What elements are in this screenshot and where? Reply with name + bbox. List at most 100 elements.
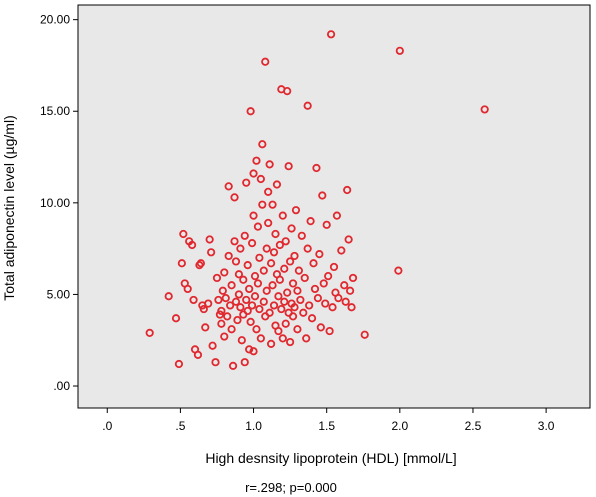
data-point	[288, 279, 298, 288]
data-point	[227, 325, 236, 334]
data-point	[290, 251, 299, 261]
data-point	[395, 46, 404, 55]
x-tick-label: 1.0	[245, 419, 262, 433]
data-point	[312, 163, 321, 173]
data-point	[341, 297, 350, 306]
data-point	[243, 261, 252, 270]
data-point	[328, 303, 337, 312]
data-point	[227, 281, 236, 290]
data-point	[303, 101, 312, 110]
data-point	[324, 272, 333, 281]
data-point	[299, 308, 308, 317]
data-point	[207, 248, 216, 257]
data-point	[246, 317, 255, 327]
data-point	[240, 231, 249, 240]
data-point	[262, 244, 271, 253]
data-point	[234, 290, 244, 299]
y-tick-label: 20.00	[40, 13, 70, 27]
data-point	[174, 359, 184, 369]
data-point	[245, 345, 254, 354]
data-point	[480, 105, 489, 114]
data-point	[286, 337, 295, 347]
data-point	[256, 174, 265, 184]
data-point	[266, 339, 276, 348]
data-point	[281, 319, 290, 328]
data-point	[249, 169, 258, 178]
data-point	[277, 304, 286, 314]
data-point	[302, 334, 311, 343]
data-point	[242, 178, 251, 187]
data-point	[284, 162, 293, 171]
data-point	[303, 244, 312, 253]
data-point	[293, 286, 302, 295]
data-point	[262, 286, 271, 295]
data-point	[259, 266, 268, 275]
data-point	[264, 187, 273, 196]
data-point	[252, 325, 261, 334]
data-point	[189, 295, 198, 305]
data-point	[220, 332, 229, 341]
data-point	[394, 266, 403, 275]
data-point	[315, 250, 324, 259]
data-point	[274, 292, 283, 301]
x-tick-label: 1.5	[318, 419, 335, 433]
data-point	[264, 218, 273, 228]
data-point	[231, 257, 241, 266]
data-point	[201, 323, 210, 332]
data-point	[268, 200, 277, 209]
data-point	[348, 273, 358, 283]
data-point	[212, 273, 222, 283]
data-point	[250, 272, 260, 281]
data-point	[258, 140, 267, 149]
data-point	[360, 330, 369, 339]
data-point	[321, 299, 330, 308]
data-point	[177, 259, 186, 268]
data-point	[347, 303, 356, 312]
data-point	[288, 312, 298, 321]
data-point	[261, 57, 270, 66]
data-point	[287, 224, 296, 233]
data-point	[281, 237, 290, 246]
data-point	[231, 297, 241, 306]
data-point	[208, 341, 217, 350]
data-point	[269, 248, 279, 257]
data-point	[171, 314, 181, 323]
data-point	[214, 295, 223, 305]
data-point	[268, 281, 277, 290]
data-point	[224, 182, 233, 191]
data-point	[221, 293, 230, 303]
data-point	[145, 328, 154, 337]
data-point	[242, 295, 251, 305]
data-point	[179, 229, 188, 239]
data-point	[306, 217, 315, 226]
data-point	[246, 107, 255, 116]
x-tick-label: 2.0	[391, 419, 408, 433]
data-point	[275, 240, 284, 250]
data-point	[234, 270, 244, 279]
data-point	[188, 240, 197, 250]
data-point	[291, 206, 301, 215]
data-point	[223, 312, 232, 321]
data-point	[278, 334, 287, 343]
data-point	[310, 284, 320, 294]
data-point	[322, 220, 331, 229]
data-point	[337, 246, 346, 255]
data-point	[300, 273, 309, 283]
data-point	[258, 200, 267, 209]
data-point	[265, 308, 274, 317]
y-tick-label: 10.00	[40, 196, 70, 210]
x-tick-label: .5	[175, 419, 185, 433]
data-point	[253, 279, 263, 288]
data-point	[228, 361, 238, 370]
data-point	[205, 235, 214, 244]
data-point	[230, 193, 239, 202]
data-point	[329, 262, 339, 272]
x-tick-label: 3.0	[538, 419, 555, 433]
data-point	[275, 275, 284, 284]
data-point	[269, 301, 279, 310]
data-point	[283, 86, 292, 96]
data-point	[224, 251, 233, 261]
y-tick-label: 5.00	[47, 287, 71, 301]
data-point	[240, 358, 249, 367]
data-point	[309, 259, 318, 268]
